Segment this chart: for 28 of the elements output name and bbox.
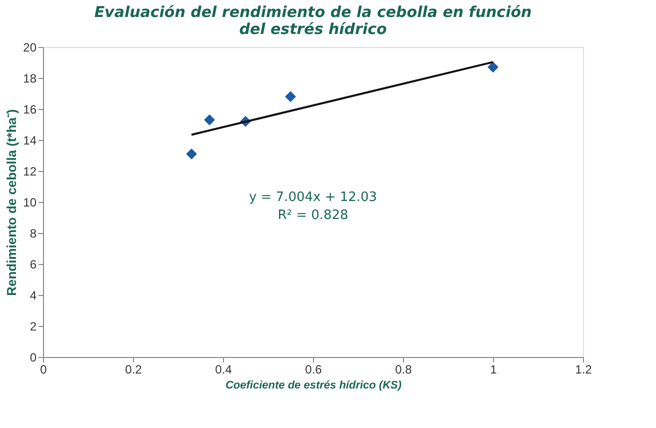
x-tick-label: 1.2 [575, 362, 592, 376]
point [204, 114, 215, 126]
y-tick-label: 20 [23, 40, 37, 54]
y-tick-label: 4 [30, 288, 37, 302]
y-tick-label: 8 [30, 226, 37, 240]
x-tick-label: 0.2 [125, 362, 142, 376]
y-tick-label: 16 [23, 102, 37, 116]
annotation: y = 7.004x + 12.03 [248, 190, 378, 205]
x-tick-label: 0.6 [305, 362, 322, 376]
y-tick-label: 14 [23, 134, 37, 148]
y-tick-label: 2 [30, 320, 37, 334]
point [285, 91, 296, 102]
x-tick-label: 0 [40, 362, 48, 376]
x-axis-title: Coeficiente de estrés hídrico (KS) [225, 380, 402, 392]
y-axis-title: Rendimiento de cebolla (t*ha⁻) [4, 109, 20, 296]
point [488, 62, 498, 73]
y-tick-label: 12 [23, 164, 37, 178]
x-tick-label: 0.4 [215, 362, 232, 376]
text: Evaluación del rendimiento de la cebolla en función [94, 3, 532, 21]
point [186, 148, 197, 160]
y-tick-label: 6 [30, 258, 37, 272]
annotation: R² = 0.828 [278, 208, 348, 223]
text: del estrés hídrico [239, 20, 387, 38]
y-tick-label: 0 [30, 350, 37, 364]
y-tick-label: 18 [23, 72, 37, 86]
x-tick-label: 1 [490, 362, 498, 376]
y-tick-label: 10 [23, 196, 37, 210]
x-tick-label: 0.8 [395, 362, 412, 376]
